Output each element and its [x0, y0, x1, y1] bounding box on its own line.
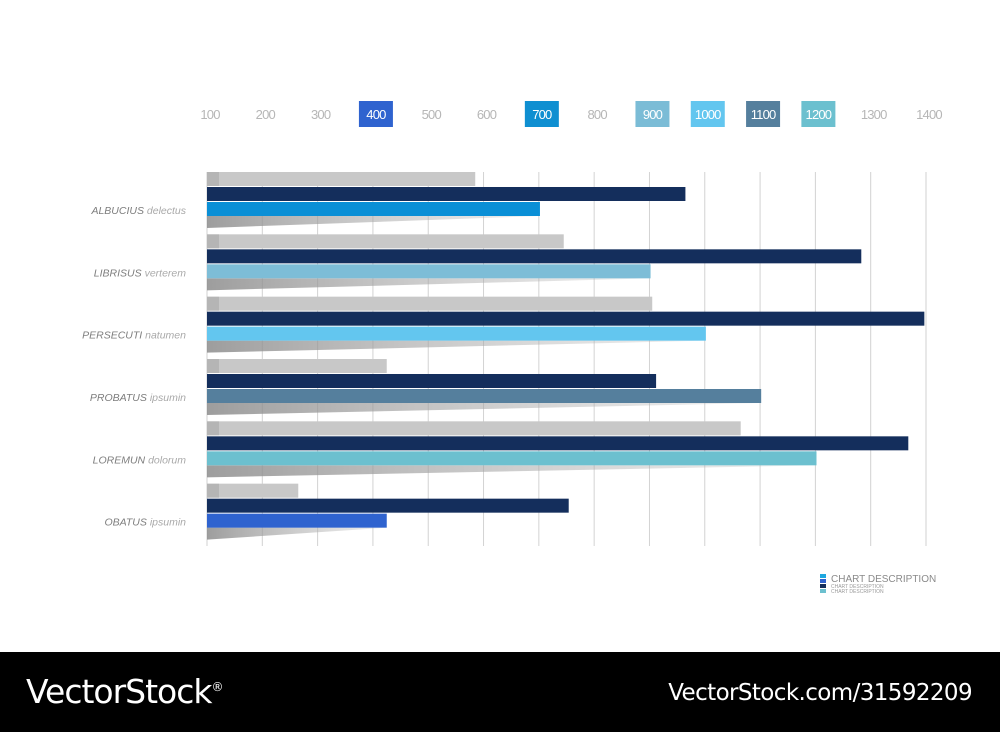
chart: 100 200 300 400 500 600 700 800 900 1000 1100 1200 1… — [82, 101, 943, 595]
bar-series-2 — [207, 187, 686, 201]
scale-label-700: 700 — [532, 107, 552, 122]
legend-swatch — [820, 584, 826, 588]
bar-series-3 — [207, 202, 540, 216]
brand-registered-mark: ® — [211, 680, 224, 694]
scale-label-500: 500 — [422, 107, 442, 122]
category-label-main: LOREMUN — [93, 454, 148, 466]
category-label-sub: delectus — [147, 205, 187, 217]
bar-series-3 — [207, 513, 387, 528]
bar-series-1-shade — [207, 296, 219, 311]
category-label: LIBRISUS verterem — [94, 267, 186, 279]
scale-label-highlight-1200 — [801, 101, 836, 127]
scale-label-600: 600 — [477, 107, 497, 122]
scale-label-highlight-700 — [524, 101, 559, 127]
bar-series-1 — [207, 421, 741, 436]
image-reference: VectorStock.com/31592209 — [668, 680, 972, 706]
bar-chart-svg: 100 200 300 400 500 600 700 800 900 1000 1100 1200 1… — [82, 101, 943, 595]
brand-logo: VectorStock® — [26, 672, 224, 711]
bar-series-1 — [207, 296, 653, 311]
scale-label-highlight-1100 — [746, 101, 781, 127]
category-label-sub: dolorum — [148, 454, 186, 466]
bar-series-1 — [207, 359, 387, 373]
category-label: PROBATUS ipsumin — [90, 392, 186, 404]
category-label-sub: natumen — [145, 330, 186, 342]
bar-series-3 — [207, 389, 762, 403]
scale-label-300: 300 — [311, 107, 331, 122]
category-label-sub: ipsumin — [150, 517, 186, 529]
bar-series-2 — [207, 311, 925, 326]
legend-line: CHART DESCRIPTION — [831, 589, 884, 595]
category-label-main: PERSECUTI — [82, 330, 145, 342]
bar-shadow — [207, 465, 817, 478]
category-label-main: LIBRISUS — [94, 267, 145, 279]
bar-series-1-shade — [207, 359, 219, 373]
legend-line: CHART DESCRIPTION — [831, 584, 884, 590]
category-label: PERSECUTI natumen — [82, 330, 186, 342]
bar-series-1-shade — [207, 421, 219, 436]
legend-swatch — [820, 589, 826, 593]
bar-series-1 — [207, 234, 564, 249]
scale-label-1400: 1400 — [916, 107, 942, 122]
scale-label-highlight-1000 — [690, 101, 725, 127]
bar-series-3 — [207, 326, 706, 341]
category-label: LOREMUN dolorum — [93, 454, 187, 466]
scale-label-200: 200 — [256, 107, 276, 122]
scale-label-highlight-400 — [358, 101, 393, 127]
legend-swatch — [820, 574, 826, 578]
bar-shadow — [207, 216, 540, 228]
category-label: ALBUCIUS delectus — [90, 205, 186, 217]
scale-label-1100: 1100 — [751, 107, 776, 122]
bar-series-1-shade — [207, 172, 219, 186]
scale-label-900: 900 — [643, 107, 663, 122]
category-label-main: OBATUS — [105, 517, 150, 529]
bar-series-2 — [207, 498, 569, 513]
scale-label-highlight-900 — [635, 101, 670, 127]
bar-series-3 — [207, 451, 817, 466]
bar-series-1-shade — [207, 483, 219, 498]
category-label-sub: verterem — [145, 267, 187, 279]
category-label: OBATUS ipsumin — [105, 517, 187, 529]
watermark-footer: VectorStock® VectorStock.com/31592209 — [0, 652, 1000, 732]
bar-series-1 — [207, 483, 299, 498]
bar-series-1-shade — [207, 234, 219, 249]
scale-label-400: 400 — [366, 107, 386, 122]
scale-label-1200: 1200 — [806, 107, 832, 122]
scale-label-800: 800 — [588, 107, 608, 122]
bar-series-1 — [207, 172, 476, 186]
bar-series-2 — [207, 374, 657, 388]
scale-label-1000: 1000 — [695, 107, 721, 122]
bar-shadow — [207, 278, 651, 291]
bar-shadow — [207, 527, 387, 540]
bar-shadow — [207, 403, 762, 415]
category-label-main: ALBUCIUS — [90, 205, 146, 217]
legend-swatch — [820, 579, 826, 583]
bar-shadow — [207, 340, 706, 353]
scale-label-1300: 1300 — [861, 107, 887, 122]
scale-label-100: 100 — [200, 107, 220, 122]
legend-title: CHART DESCRIPTION — [831, 574, 936, 585]
bar-series-2 — [207, 249, 862, 264]
bar-series-3 — [207, 264, 651, 279]
brand-name: VectorStock — [26, 672, 212, 711]
bar-series-2 — [207, 436, 909, 451]
category-label-sub: ipsumin — [150, 392, 186, 404]
category-label-main: PROBATUS — [90, 392, 150, 404]
